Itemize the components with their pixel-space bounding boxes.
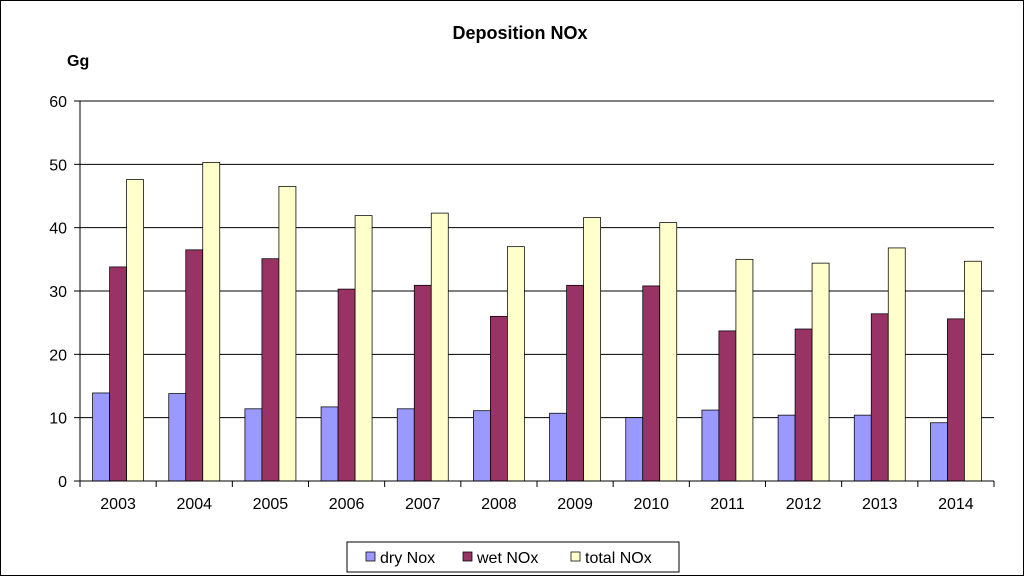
gridlines bbox=[80, 100, 994, 419]
bar-total-nox-2003 bbox=[126, 179, 144, 482]
bar-dry-nox-2003 bbox=[92, 392, 110, 482]
bar-dry-nox-2014 bbox=[930, 422, 948, 482]
x-tick-label-2010: 2010 bbox=[633, 496, 669, 513]
y-tick-label-50: 50 bbox=[49, 157, 67, 174]
bar-dry-nox-2007 bbox=[396, 408, 415, 482]
bar-dry-nox-2006 bbox=[320, 406, 339, 482]
bar-wet-nox-2010 bbox=[642, 285, 661, 482]
bar-wet-nox-2005 bbox=[261, 258, 280, 482]
legend-box bbox=[346, 541, 680, 573]
y-tick-label-20: 20 bbox=[49, 347, 67, 364]
legend-label-total-nox: total NOx bbox=[585, 550, 652, 567]
bar-wet-nox-2009 bbox=[566, 284, 584, 482]
tick-labels: 0 10 20 30 40 50 60 2003 2004 2005 2006 2007 2008 200… bbox=[49, 94, 974, 513]
x-tick-label-2006: 2006 bbox=[329, 496, 365, 513]
x-tick-label-2014: 2014 bbox=[938, 496, 974, 513]
bar-total-nox-2012 bbox=[811, 262, 830, 482]
bar-total-nox-2008 bbox=[507, 246, 525, 482]
legend-swatch-dry-nox bbox=[365, 551, 376, 562]
bar-total-nox-2013 bbox=[887, 247, 906, 482]
bar-total-nox-2010 bbox=[659, 222, 678, 482]
bar-total-nox-2011 bbox=[735, 258, 754, 482]
chart-title: Deposition NOx bbox=[452, 23, 587, 43]
x-tick-label-2004: 2004 bbox=[176, 496, 212, 513]
bars bbox=[92, 162, 982, 482]
bar-wet-nox-2003 bbox=[109, 266, 127, 482]
x-tick-label-2012: 2012 bbox=[786, 496, 822, 513]
legend-swatch-total-nox bbox=[570, 551, 581, 562]
bar-wet-nox-2007 bbox=[413, 284, 432, 482]
y-axis-unit-label: Gg bbox=[67, 53, 89, 70]
bar-wet-nox-2012 bbox=[794, 328, 813, 482]
legend: dry Nox wet NOx total NOx bbox=[346, 541, 680, 573]
bar-dry-nox-2005 bbox=[244, 408, 263, 482]
x-tick-label-2003: 2003 bbox=[100, 496, 136, 513]
bar-dry-nox-2013 bbox=[853, 414, 872, 482]
bar-dry-nox-2011 bbox=[701, 409, 720, 482]
bar-total-nox-2005 bbox=[278, 186, 297, 482]
bar-wet-nox-2004 bbox=[185, 249, 204, 482]
bar-dry-nox-2009 bbox=[549, 412, 567, 482]
bar-wet-nox-2014 bbox=[947, 318, 965, 482]
y-tick-label-30: 30 bbox=[49, 284, 67, 301]
y-tick-label-40: 40 bbox=[49, 221, 67, 238]
bar-dry-nox-2012 bbox=[777, 414, 796, 482]
bar-wet-nox-2008 bbox=[490, 315, 508, 482]
x-tick-label-2011: 2011 bbox=[710, 496, 745, 513]
bar-total-nox-2014 bbox=[964, 260, 982, 482]
x-tick-label-2009: 2009 bbox=[557, 496, 593, 513]
legend-label-dry-nox: dry Nox bbox=[380, 550, 435, 567]
bar-total-nox-2004 bbox=[202, 162, 221, 482]
bar-total-nox-2007 bbox=[430, 212, 449, 482]
bar-wet-nox-2006 bbox=[337, 288, 356, 482]
y-tick-label-60: 60 bbox=[49, 94, 67, 111]
bar-total-nox-2006 bbox=[354, 215, 373, 482]
legend-label-wet-nox: wet NOx bbox=[476, 550, 538, 567]
bar-dry-nox-2010 bbox=[625, 417, 644, 482]
bar-total-nox-2009 bbox=[583, 217, 601, 482]
legend-swatch-wet-nox bbox=[462, 551, 473, 562]
y-tick-label-0: 0 bbox=[58, 474, 67, 491]
x-tick-label-2005: 2005 bbox=[253, 496, 289, 513]
bar-dry-nox-2008 bbox=[473, 410, 491, 482]
bar-wet-nox-2011 bbox=[718, 330, 737, 482]
bar-wet-nox-2013 bbox=[870, 313, 889, 482]
axes bbox=[74, 100, 995, 487]
x-tick-label-2013: 2013 bbox=[862, 496, 898, 513]
x-tick-label-2008: 2008 bbox=[481, 496, 517, 513]
y-tick-label-10: 10 bbox=[49, 411, 67, 428]
x-tick-label-2007: 2007 bbox=[405, 496, 441, 513]
bar-dry-nox-2004 bbox=[168, 393, 187, 482]
